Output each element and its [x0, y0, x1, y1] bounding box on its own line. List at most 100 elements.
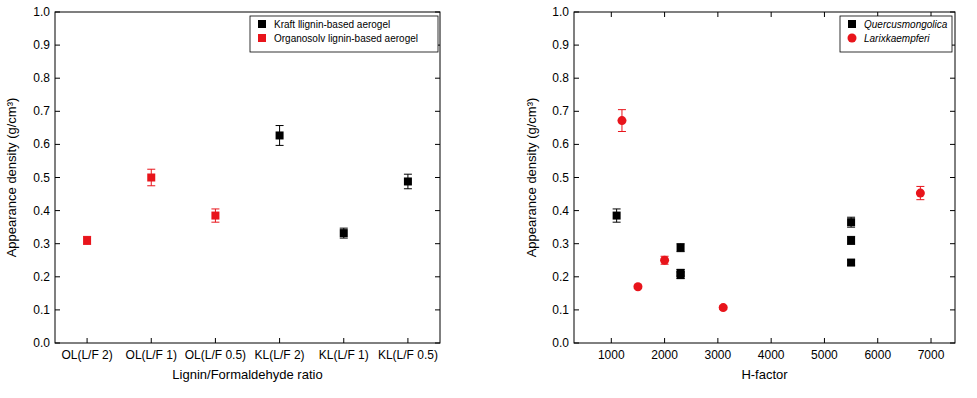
error-cap: [147, 185, 155, 186]
point: [719, 303, 728, 312]
x-tick-label: 1000: [598, 348, 625, 362]
x-tick-top: [611, 12, 612, 17]
point: [613, 212, 621, 220]
point: [404, 177, 412, 185]
error-bar: [847, 217, 855, 227]
x-tick: [824, 338, 825, 343]
point: [276, 131, 284, 139]
y-tick-label: 0.3: [33, 237, 50, 251]
error-bar: [147, 169, 155, 186]
point: [211, 212, 219, 220]
error-cap: [618, 109, 626, 110]
y-tick: [574, 45, 579, 46]
error-bar: [661, 256, 669, 264]
point: [916, 189, 925, 198]
y-tick: [55, 210, 60, 211]
y-tick: [55, 309, 60, 310]
y-tick: [55, 12, 60, 13]
y-tick-right: [435, 210, 440, 211]
y-tick: [574, 144, 579, 145]
x-tick: [611, 338, 612, 343]
y-tick: [574, 78, 579, 79]
error-bar: [618, 110, 626, 132]
point: [677, 271, 685, 279]
legend-marker: [848, 34, 857, 43]
error-bar: [211, 209, 219, 222]
error-bar: [847, 236, 855, 244]
x-tick-label: KL(L/F 2): [255, 348, 305, 362]
x-tick: [877, 338, 878, 343]
y-tick-label: 1.0: [33, 5, 50, 19]
x-tick-label: OL(L/F 2): [61, 348, 112, 362]
x-tick: [215, 338, 216, 343]
data-layer: [613, 110, 925, 312]
error-cap: [211, 208, 219, 209]
x-tick-label: 6000: [864, 348, 891, 362]
x-tick-label: 2000: [651, 348, 678, 362]
y-tick-right: [950, 309, 955, 310]
point: [847, 259, 855, 267]
y-tick: [574, 243, 579, 244]
y-tick: [55, 343, 60, 344]
error-bar: [613, 209, 621, 222]
y-tick-label: 0.3: [552, 237, 569, 251]
y-tick-label: 0.0: [552, 336, 569, 350]
y-tick: [574, 111, 579, 112]
error-cap: [404, 174, 412, 175]
legend: Kraft llignin-based aerogel Organosolv li…: [250, 16, 438, 52]
y-tick: [574, 309, 579, 310]
point: [617, 116, 626, 125]
y-tick: [55, 111, 60, 112]
x-axis-label: Lignin/Formaldehyde ratio: [172, 367, 322, 382]
y-tick: [574, 210, 579, 211]
y-tick-label: 0.2: [33, 270, 50, 284]
error-cap: [404, 188, 412, 189]
error-cap: [276, 125, 284, 126]
x-tick-label: OL(L/F 0.5): [185, 348, 246, 362]
x-tick-top: [717, 12, 718, 17]
y-tick-label: 0.4: [33, 204, 50, 218]
error-bar: [677, 272, 685, 279]
error-cap: [211, 222, 219, 223]
y-tick: [574, 343, 579, 344]
plot-frame: [574, 12, 955, 343]
y-tick-label: 0.6: [33, 137, 50, 151]
point: [83, 236, 91, 244]
x-tick-top: [771, 12, 772, 17]
x-tick: [931, 338, 932, 343]
y-tick-label: 0.9: [33, 38, 50, 52]
y-tick: [55, 177, 60, 178]
legend-label: Kraft llignin-based aerogel: [274, 19, 390, 30]
legend-marker: [848, 20, 856, 28]
x-tick-label: KL(L/F 0.5): [378, 348, 438, 362]
error-bar: [404, 174, 412, 189]
y-tick-right: [435, 243, 440, 244]
y-tick: [55, 276, 60, 277]
plot-frame: [55, 12, 440, 343]
y-tick-right: [435, 144, 440, 145]
error-bar: [916, 186, 924, 199]
error-cap: [340, 228, 348, 229]
x-tick-label: 4000: [758, 348, 785, 362]
x-tick-label: 7000: [918, 348, 945, 362]
error-bar: [340, 228, 348, 238]
y-tick: [55, 243, 60, 244]
y-tick-right: [950, 12, 955, 13]
x-tick: [279, 338, 280, 343]
y-tick: [574, 12, 579, 13]
y-tick-label: 1.0: [552, 5, 569, 19]
x-tick: [151, 338, 152, 343]
y-tick-label: 0.2: [552, 270, 569, 284]
legend-label: Organosolv lignin-based aerogel: [274, 33, 418, 44]
point: [677, 244, 685, 252]
x-tick: [717, 338, 718, 343]
point: [847, 236, 855, 244]
error-cap: [916, 186, 924, 187]
y-tick: [55, 78, 60, 79]
y-tick-right: [435, 12, 440, 13]
y-tick-right: [435, 111, 440, 112]
x-tick: [771, 338, 772, 343]
point: [660, 256, 669, 265]
x-axis-label: H-factor: [741, 367, 788, 382]
x-tick-label: KL(L/F 1): [319, 348, 369, 362]
